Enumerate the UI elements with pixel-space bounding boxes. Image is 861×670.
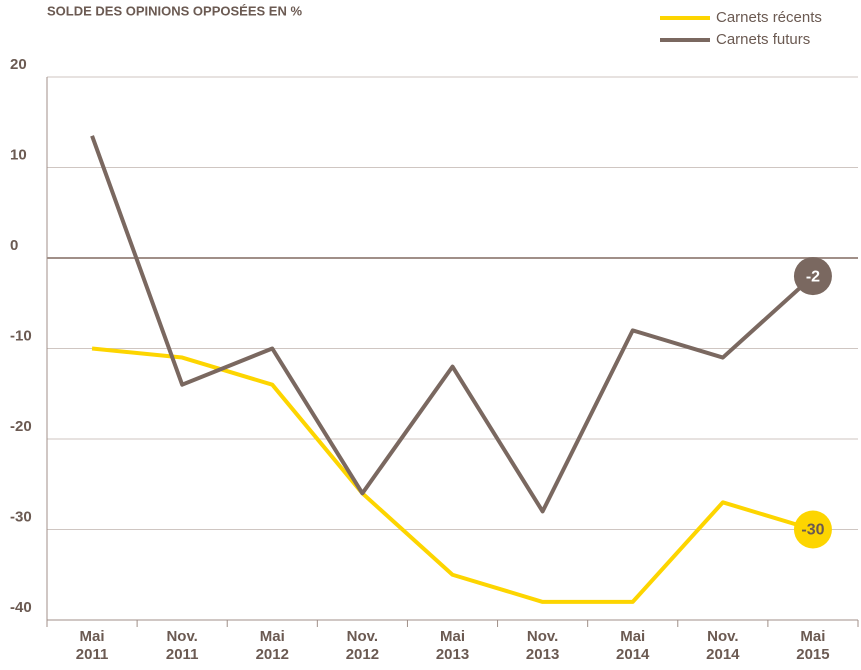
legend-label: Carnets récents [716, 9, 822, 26]
y-tick-label: -20 [10, 418, 32, 435]
x-tick-label: Mai 2011 [75, 628, 109, 663]
legend-label: Carnets futurs [716, 31, 810, 48]
end-label: -30 [801, 522, 824, 539]
x-tick-label: Mai 2013 [435, 628, 470, 663]
y-tick-label: -30 [10, 508, 32, 525]
y-tick-label: 20 [10, 56, 27, 73]
end-label: -2 [806, 268, 820, 285]
end-marker [793, 510, 832, 549]
series-line [91, 346, 814, 604]
y-tick-label: 0 [10, 237, 18, 254]
x-tick-label: Mai 2012 [255, 628, 289, 663]
chart-title: SOLDE DES OPINIONS OPPOSÉES EN % [47, 3, 302, 18]
series-line [90, 135, 815, 514]
y-tick-label: -10 [10, 327, 32, 344]
y-tick-label: -40 [10, 599, 32, 616]
end-marker [793, 257, 832, 296]
x-tick-label: Mai 2015 [796, 628, 830, 663]
y-tick-label: 10 [10, 146, 27, 163]
x-tick-label: Nov. 2014 [706, 628, 740, 663]
x-tick-label: Nov. 2011 [165, 628, 199, 663]
x-tick-label: Nov. 2012 [345, 628, 380, 663]
x-tick-label: Nov. 2013 [525, 628, 560, 663]
x-tick-label: Mai 2014 [616, 628, 650, 663]
